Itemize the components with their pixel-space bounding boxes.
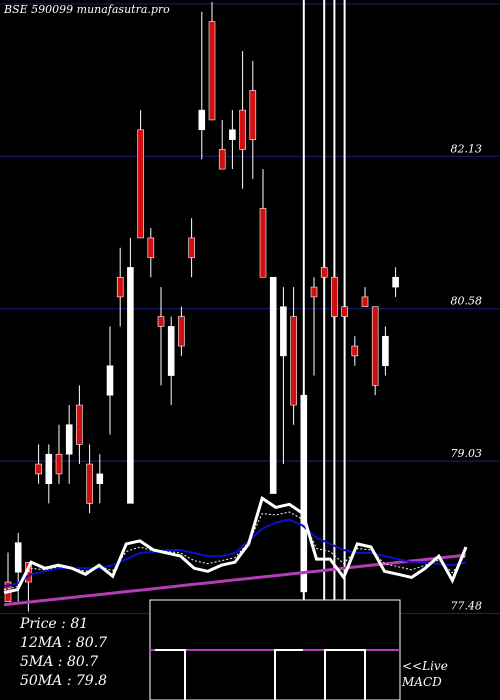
ma-legend: Price : 81 12MA : 80.7 5MA : 80.7 50MA : 79… (19, 616, 107, 689)
candle-down (178, 316, 185, 347)
candle-down (239, 109, 246, 150)
candle-down (137, 129, 144, 239)
candle-up (269, 276, 277, 494)
y-tick-label: 79.03 (451, 447, 483, 460)
macd-histogram-bar (155, 649, 186, 700)
y-tick-label: 77.48 (451, 599, 483, 612)
highlight-lines (302, 0, 346, 700)
y-tick-label: 83.68 (451, 0, 483, 3)
candle-down (320, 267, 328, 278)
legend-entry: Price : 81 (19, 616, 88, 632)
candle-down (157, 316, 165, 327)
price-ticks: 83.68 82.13 80.58 79.03 77.48 (451, 0, 483, 612)
macd-panel (3, 495, 468, 700)
ma-long-line (3, 553, 467, 607)
candle-up (229, 129, 236, 140)
candle-up (392, 276, 399, 288)
macd-histogram-bar (274, 649, 303, 700)
candle-down (35, 463, 42, 475)
candle-down (208, 21, 216, 121)
macd-line (3, 495, 468, 595)
candle-down (55, 453, 63, 475)
candle-up (167, 326, 175, 376)
macd-label-line: MACD (401, 675, 442, 689)
ma-short-line (3, 511, 467, 591)
candle-down (310, 286, 318, 298)
candle-down (188, 237, 195, 258)
candle-down (341, 306, 348, 317)
candle-up (96, 473, 104, 485)
candle-down (371, 306, 379, 386)
candle-up (382, 335, 389, 367)
candle-up (106, 365, 114, 396)
legend-entry: 12MA : 80.7 (20, 635, 107, 651)
candle-down (218, 149, 226, 170)
candle-down (249, 90, 257, 140)
candle-up (65, 424, 73, 455)
candle-up (45, 453, 53, 485)
candle-up (280, 306, 287, 357)
legend-entry: 5MA : 80.7 (20, 654, 98, 670)
candle-down (76, 404, 83, 445)
candle-down (361, 296, 369, 308)
candle-down (259, 208, 267, 278)
y-tick-label: 82.13 (451, 142, 483, 155)
candle-down (351, 345, 359, 357)
candle-down (290, 316, 297, 406)
candle-down (86, 463, 93, 504)
y-tick-label: 80.58 (451, 295, 483, 308)
chart-title: BSE 590099 munafasutra.pro (3, 3, 170, 16)
macd-histogram-bar (335, 649, 366, 700)
candle-up (127, 267, 134, 504)
ma-signal-line (3, 518, 467, 588)
candle-up (14, 542, 22, 573)
candle-down (147, 237, 155, 258)
candle-series (4, 1, 399, 612)
candle-up (300, 394, 308, 593)
candle-up (198, 109, 206, 131)
macd-label-line: <<Live (402, 659, 448, 673)
candle-down (331, 276, 338, 317)
candle-down (116, 276, 124, 298)
macd-label: <<Live MACD (401, 659, 448, 689)
legend-entry: 50MA : 79.8 (20, 673, 107, 689)
